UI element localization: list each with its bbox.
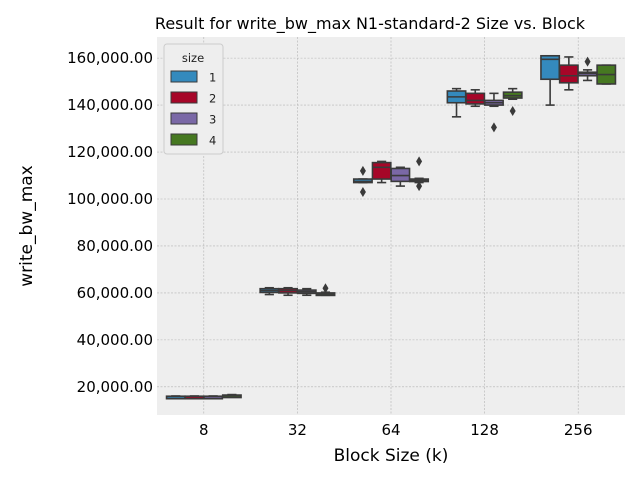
box-3-256: [577, 56, 598, 82]
box-2-128: [465, 89, 486, 108]
outlier-point: [322, 283, 329, 294]
box-4-256: [596, 64, 617, 85]
y-tick-label: 160,000.00: [67, 49, 153, 67]
outlier-point: [359, 186, 366, 197]
chart-title: Result for write_bw_max N1-standard-2 Si…: [155, 14, 586, 34]
x-tick-label: 64: [381, 421, 400, 439]
box-3-64: [390, 166, 411, 187]
x-tick-label: 256: [564, 421, 593, 439]
x-axis-label: Block Size (k): [334, 446, 449, 466]
y-tick-label: 100,000.00: [67, 190, 153, 208]
y-tick-label: 60,000.00: [77, 284, 153, 302]
box-2-64: [371, 160, 392, 184]
outlier-point: [509, 105, 516, 116]
legend-entry-1: 1: [209, 71, 216, 85]
box-3-128: [483, 92, 504, 133]
legend-swatch-2: [170, 91, 198, 104]
box-3-32: [296, 287, 317, 297]
legend-entry-3: 3: [209, 113, 216, 127]
gridlines: [157, 37, 625, 415]
outlier-point: [490, 122, 497, 133]
legend-entry-4: 4: [209, 134, 216, 148]
outlier-point: [416, 156, 423, 167]
legend-swatch-4: [170, 133, 198, 146]
box-4-32: [315, 283, 336, 297]
legend-entry-2: 2: [209, 92, 216, 106]
box-1-64: [352, 165, 373, 197]
box-2-8: [184, 395, 205, 400]
outlier-point: [359, 165, 366, 176]
box-series: [165, 54, 617, 400]
legend-title: size: [182, 51, 204, 65]
box-4-64: [409, 156, 430, 192]
y-axis-ticks: 20,000.00 40,000.00 60,000.00 80,000.00 100,…: [67, 49, 153, 396]
legend-swatch-1: [170, 70, 198, 83]
x-axis-ticks: 8 32 64 128 256: [199, 421, 592, 439]
box-4-128: [502, 87, 523, 116]
box-body: [465, 92, 486, 105]
legend-swatch-3: [170, 112, 198, 125]
y-tick-label: 140,000.00: [67, 96, 153, 114]
x-tick-label: 8: [199, 421, 209, 439]
box-4-8: [221, 393, 242, 399]
legend: size 1 2 3 4: [163, 43, 224, 155]
box-1-8: [165, 395, 186, 400]
outlier-point: [584, 56, 591, 67]
box-body: [558, 64, 579, 84]
box-3-8: [203, 395, 224, 400]
x-tick-label: 32: [288, 421, 307, 439]
y-tick-label: 80,000.00: [77, 237, 153, 255]
outlier-point: [416, 181, 423, 192]
box-body: [371, 161, 392, 180]
y-tick-label: 20,000.00: [77, 378, 153, 396]
box-2-256: [558, 56, 579, 91]
y-tick-label: 120,000.00: [67, 143, 153, 161]
y-axis-label: write_bw_max: [17, 165, 37, 286]
x-tick-label: 128: [470, 421, 499, 439]
y-tick-label: 40,000.00: [77, 331, 153, 349]
